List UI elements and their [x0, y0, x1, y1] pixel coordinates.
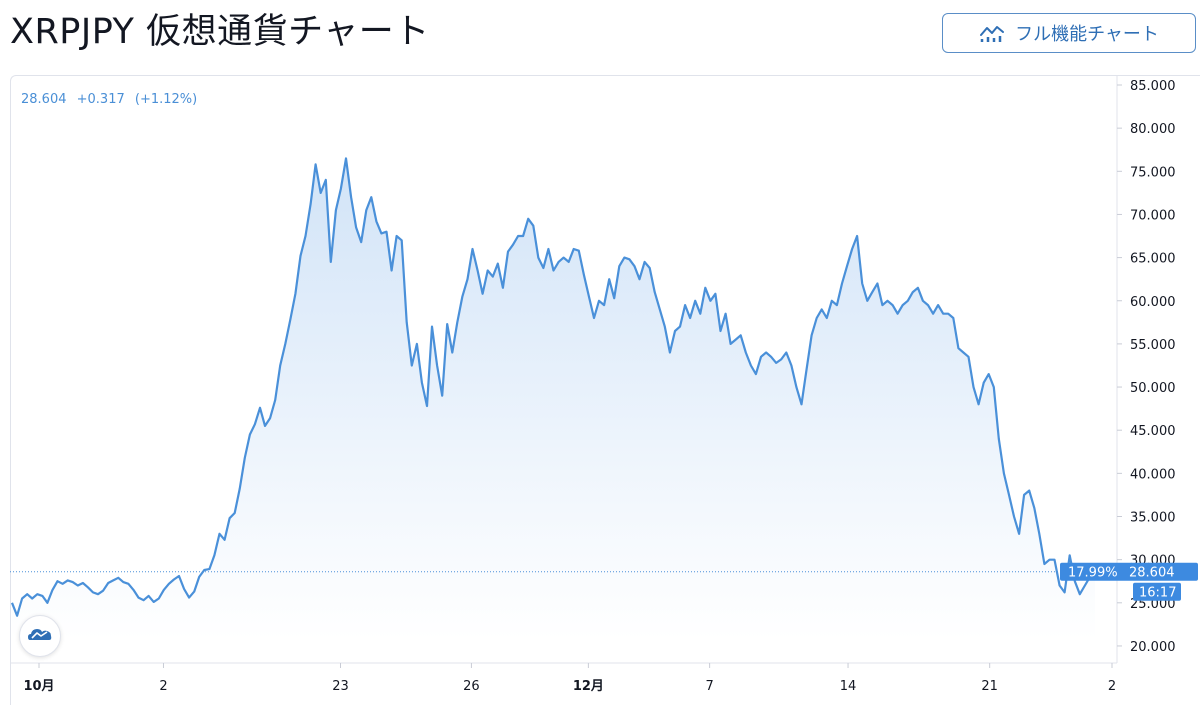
price-tick-label: 35.000 [1130, 511, 1176, 526]
last-price-tag: 17.99% 28.604 16:17 [1060, 562, 1198, 601]
time-tick-label: 2 [159, 679, 167, 694]
time-tick-label: 7 [705, 679, 713, 694]
price-tick-label: 45.000 [1130, 424, 1176, 439]
page-title: XRPJPY 仮想通貨チャート [10, 12, 430, 52]
price-tick-label: 85.000 [1130, 79, 1176, 94]
price-tag-countdown: 16:17 [1139, 586, 1176, 601]
full-chart-button[interactable]: フル機能チャート [942, 13, 1196, 53]
time-tick-label: 26 [463, 679, 480, 694]
price-tag-percent: 17.99% [1068, 566, 1118, 581]
time-tick-label: 23 [332, 679, 349, 694]
price-legend: 28.604 +0.317 (+1.12%) [21, 92, 203, 107]
price-tick-label: 50.000 [1130, 381, 1176, 396]
legend-change: +0.317 [76, 92, 125, 107]
time-tick-label: 12月 [573, 679, 604, 694]
legend-last-price: 28.604 [21, 92, 67, 107]
price-tick-label: 65.000 [1130, 252, 1176, 267]
price-area-fill [12, 158, 1095, 640]
chart-frame[interactable] [10, 75, 1200, 705]
time-tick-label: 2 [1108, 679, 1116, 694]
price-tag-price: 28.604 [1129, 566, 1175, 581]
price-tick-label: 55.000 [1130, 338, 1176, 353]
price-tick-label: 40.000 [1130, 467, 1176, 482]
price-tick-label: 75.000 [1130, 165, 1176, 180]
price-axis: 85.000 80.000 75.000 70.000 65.000 60.000 55.0… [1117, 79, 1176, 655]
chart-line-icon [979, 23, 1005, 43]
price-line [10, 157, 1096, 617]
tradingview-logo-button[interactable] [19, 615, 61, 657]
time-tick-label: 21 [981, 679, 998, 694]
time-axis: 10月 2 23 26 12月 7 14 21 2 [23, 663, 1116, 694]
price-tick-label: 20.000 [1130, 640, 1176, 655]
price-tick-label: 60.000 [1130, 295, 1176, 310]
time-tick-label: 10月 [23, 679, 54, 694]
legend-change-percent: (+1.12%) [134, 92, 198, 107]
full-chart-label: フル機能チャート [1015, 24, 1159, 45]
logo-cloud-icon [27, 625, 53, 647]
price-tick-label: 80.000 [1130, 122, 1176, 137]
price-tick-label: 70.000 [1130, 208, 1176, 223]
time-tick-label: 14 [840, 679, 857, 694]
